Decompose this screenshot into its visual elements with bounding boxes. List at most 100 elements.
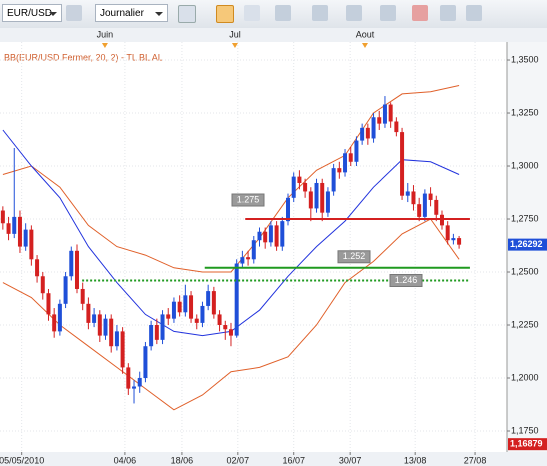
x-tick-label: 27/08	[464, 455, 487, 465]
candle-body	[177, 301, 182, 313]
candle-body	[23, 229, 28, 247]
candle-body	[114, 331, 119, 347]
candle-body	[137, 378, 142, 387]
candle-body	[417, 204, 422, 217]
bollinger-line	[2, 129, 460, 337]
candle-body	[337, 168, 342, 173]
candle-body	[411, 191, 416, 205]
tool-button[interactable]	[466, 5, 482, 21]
candle-body	[35, 259, 40, 277]
candle-body	[434, 199, 439, 215]
y-tick-label: 1,1750	[511, 425, 539, 435]
tool-button[interactable]	[275, 5, 291, 21]
candle-body	[451, 238, 456, 241]
y-tick-label: 1,3000	[511, 160, 539, 170]
month-label: Aout	[356, 29, 375, 39]
level-label: 1.252	[343, 251, 366, 261]
month-marker	[101, 43, 108, 48]
y-tick-label: 1,3500	[511, 54, 539, 64]
candle-body	[200, 305, 205, 323]
candle-body	[12, 216, 17, 234]
candle-body	[343, 153, 348, 173]
tool-button[interactable]	[312, 5, 328, 21]
candle-body	[211, 291, 216, 315]
candle-body	[206, 291, 211, 306]
candle-body	[405, 191, 410, 196]
candle-body	[154, 325, 159, 340]
tool-button[interactable]	[440, 5, 456, 21]
price-mark-box	[508, 438, 547, 451]
y-tick-label: 1,2000	[511, 372, 539, 382]
y-tick-label: 1,3250	[511, 107, 539, 117]
candle-body	[194, 318, 199, 323]
candle-body	[223, 325, 228, 330]
candle-body	[274, 225, 279, 247]
candle-body	[354, 140, 359, 162]
candle-body	[251, 240, 256, 260]
bollinger-line	[2, 218, 460, 411]
candle-body	[217, 314, 222, 326]
candle-body	[422, 193, 427, 217]
level-label: 1.246	[395, 275, 418, 285]
tool-button[interactable]	[244, 5, 260, 21]
tool-button[interactable]	[412, 5, 428, 21]
candle-body	[103, 318, 108, 336]
candle-body	[6, 223, 11, 234]
candle-body	[189, 295, 194, 319]
candle-body	[439, 214, 444, 226]
candle-body	[240, 257, 245, 264]
toolbar: EUR/USD Journalier	[0, 0, 547, 29]
x-tick-label: 30/07	[339, 455, 362, 465]
plot-area	[0, 42, 507, 452]
candle-body	[69, 250, 74, 277]
x-tick-label: 04/06	[114, 455, 137, 465]
candle-body	[280, 221, 285, 247]
y-tick-label: 1,2750	[511, 213, 539, 223]
x-tick-label: 13/08	[404, 455, 427, 465]
tool-button[interactable]	[66, 5, 82, 21]
tool-button[interactable]	[346, 5, 362, 21]
tool-button[interactable]	[380, 5, 396, 21]
date-axis	[0, 452, 547, 466]
candle-body	[80, 288, 85, 304]
candle-body	[17, 216, 22, 247]
level-label-box	[231, 193, 265, 207]
candle-body	[308, 191, 313, 209]
candle-body	[97, 314, 102, 336]
month-marker	[231, 43, 238, 48]
tool-button[interactable]	[178, 5, 196, 23]
candle-body	[120, 331, 125, 368]
price-mark-box	[508, 238, 547, 251]
candle-body	[183, 295, 188, 313]
candle-body	[314, 182, 319, 209]
candle-body	[263, 231, 268, 243]
candle-body	[348, 153, 353, 162]
candle-body	[371, 117, 376, 139]
candle-body	[257, 231, 262, 241]
month-label: Jul	[229, 29, 241, 39]
candle-body	[428, 193, 433, 200]
candle-body	[457, 238, 462, 245]
chart: BB(EUR/USD.Fermer, 20, 2) - TL BL AL 1,3…	[0, 28, 547, 466]
price-mark-label: 1,16879	[510, 439, 543, 449]
candle-body	[171, 301, 176, 319]
candle-body	[63, 276, 68, 304]
candle-body	[126, 367, 131, 389]
tool-button[interactable]	[216, 5, 234, 23]
period-select[interactable]: Journalier	[95, 4, 168, 22]
candle-body	[291, 176, 296, 198]
y-tick-label: 1,2250	[511, 319, 539, 329]
candle-body	[57, 303, 62, 332]
y-tick-label: 1,2500	[511, 266, 539, 276]
candle-body	[52, 314, 57, 332]
x-tick-label: 02/07	[227, 455, 250, 465]
level-label-box	[337, 250, 371, 264]
candle-body	[377, 117, 382, 124]
symbol-select[interactable]: EUR/USD	[2, 4, 62, 22]
candle-body	[246, 257, 251, 260]
level-label: 1.275	[237, 194, 260, 204]
candle-body	[0, 210, 5, 224]
candle-body	[228, 329, 233, 336]
candle-body	[268, 225, 273, 243]
